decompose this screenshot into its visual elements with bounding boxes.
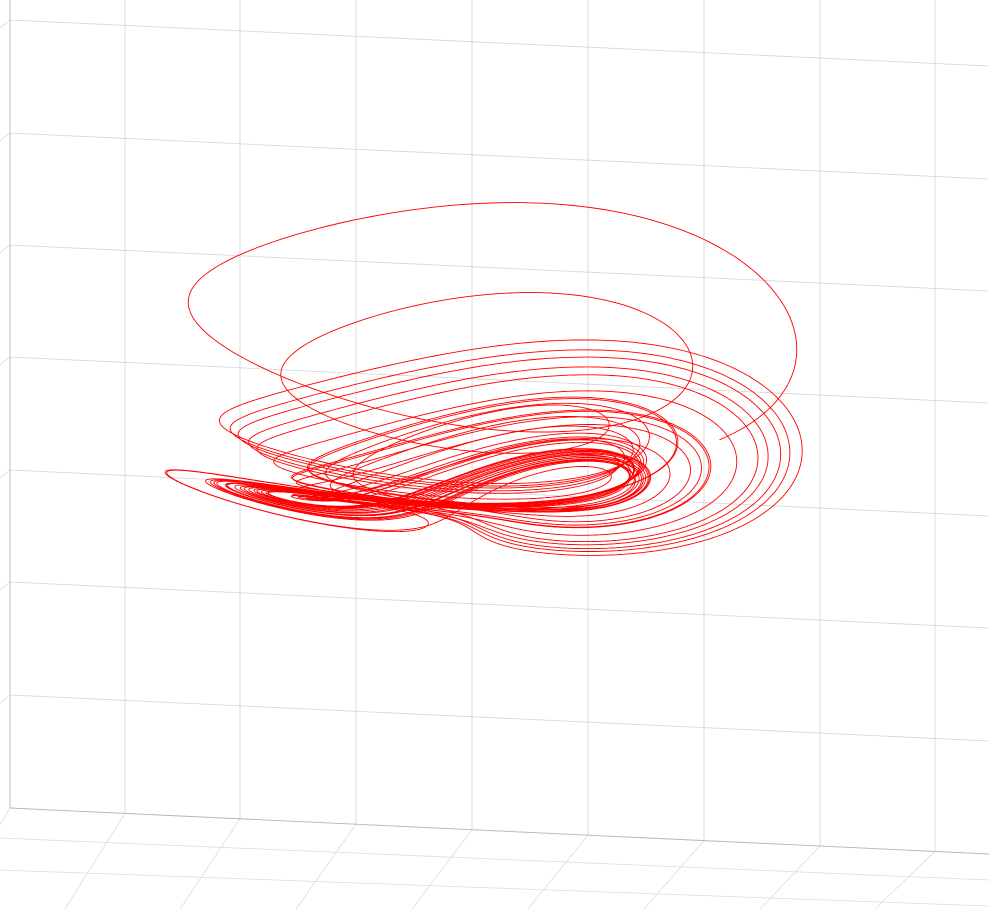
wall-edge-tick bbox=[0, 469, 11, 479]
wall-horizontal-gridline bbox=[9, 581, 989, 629]
floor-depth-gridline bbox=[179, 818, 241, 909]
wall-edge-tick bbox=[0, 581, 11, 591]
floor-grid bbox=[0, 807, 989, 909]
floor-depth-gridline bbox=[295, 824, 357, 909]
floor-depth-gridline bbox=[874, 851, 936, 909]
floor-depth-gridline bbox=[527, 834, 589, 909]
floor-depth-gridline bbox=[0, 807, 11, 826]
floor-depth-gridline bbox=[759, 845, 821, 909]
wall-horizontal-gridline bbox=[9, 132, 989, 180]
trajectory-segment bbox=[224, 448, 650, 517]
wall-edge-tick bbox=[0, 19, 11, 29]
floor-depth-gridline bbox=[64, 813, 126, 909]
floor-horizontal-gridline bbox=[0, 837, 989, 881]
wall-horizontal-gridline bbox=[9, 694, 989, 742]
trajectory-series bbox=[164, 202, 803, 556]
wall-edge-tick bbox=[0, 244, 11, 254]
wall-edge-tick bbox=[0, 356, 11, 366]
wall-edge-tick bbox=[0, 132, 11, 142]
floor-depth-gridline bbox=[411, 829, 473, 909]
trajectory-segment bbox=[229, 349, 791, 552]
floor-horizontal-gridline bbox=[0, 869, 989, 907]
wall-horizontal-gridline bbox=[9, 356, 989, 404]
back-wall-grid bbox=[0, 0, 989, 852]
wall-edge-tick bbox=[0, 694, 11, 704]
bottom-back-edge bbox=[9, 807, 989, 855]
axis-edges bbox=[9, 0, 989, 855]
trajectory-segment bbox=[216, 409, 712, 529]
wall-horizontal-gridline bbox=[9, 244, 989, 292]
floor-depth-gridline bbox=[643, 840, 705, 909]
wall-horizontal-gridline bbox=[9, 19, 989, 67]
